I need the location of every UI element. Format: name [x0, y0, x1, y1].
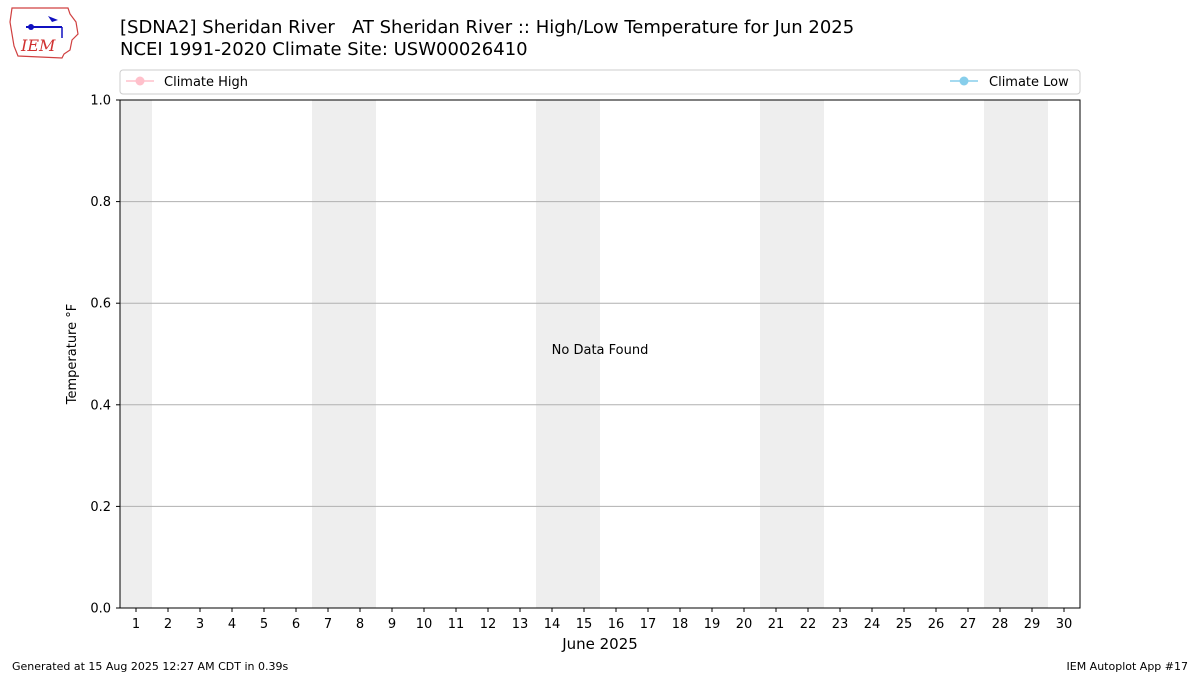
- iem-logo: IEM: [9, 7, 79, 59]
- generated-timestamp: Generated at 15 Aug 2025 12:27 AM CDT in…: [12, 660, 289, 673]
- x-tick-label: 29: [1024, 617, 1041, 632]
- x-tick-label: 19: [704, 617, 721, 632]
- x-tick-label: 26: [928, 617, 945, 632]
- y-tick-label: 0.4: [90, 398, 111, 413]
- x-tick-label: 14: [544, 617, 561, 632]
- x-tick-label: 6: [292, 617, 300, 632]
- chart-title-line2: NCEI 1991-2020 Climate Site: USW00026410: [120, 39, 528, 60]
- wind-flag-icon: [48, 16, 58, 22]
- legend-high-label: Climate High: [164, 75, 248, 90]
- y-tick-label: 0.6: [90, 297, 111, 312]
- y-tick-label: 0.8: [90, 195, 111, 210]
- app-credit: IEM Autoplot App #17: [1066, 660, 1189, 673]
- x-tick-label: 10: [416, 617, 433, 632]
- plot-frame: [119, 99, 1081, 609]
- x-tick-label: 30: [1056, 617, 1073, 632]
- x-tick-label: 20: [736, 617, 753, 632]
- x-tick-label: 23: [832, 617, 849, 632]
- y-tick-label: 1.0: [90, 94, 111, 109]
- weekend-band-28: [984, 100, 1016, 608]
- legend-low-label: Climate Low: [989, 75, 1069, 90]
- x-axis-label: June 2025: [561, 635, 638, 653]
- x-tick-label: 3: [196, 617, 204, 632]
- x-tick-label: 7: [324, 617, 332, 632]
- weekend-band-22: [792, 100, 824, 608]
- weekend-band-21: [760, 100, 792, 608]
- x-tick-label: 8: [356, 617, 364, 632]
- x-tick-label: 28: [992, 617, 1009, 632]
- x-tick-label: 12: [480, 617, 497, 632]
- x-tick-label: 16: [608, 617, 625, 632]
- x-tick-label: 21: [768, 617, 785, 632]
- x-tick-label: 2: [164, 617, 172, 632]
- legend-box: [119, 69, 1081, 95]
- weekend-band-14: [536, 100, 568, 608]
- x-tick-label: 5: [260, 617, 268, 632]
- y-tick-label: 0.0: [90, 602, 111, 617]
- weekend-band-15: [568, 100, 600, 608]
- x-tick-label: 9: [388, 617, 396, 632]
- legend-high-marker: [135, 76, 145, 86]
- weekend-band-7: [312, 100, 344, 608]
- x-tick-label: 15: [576, 617, 593, 632]
- y-axis-label: Temperature °F: [65, 304, 80, 405]
- x-tick-label: 4: [228, 617, 236, 632]
- x-tick-label: 11: [448, 617, 465, 632]
- chart-title-line1: [SDNA2] Sheridan River AT Sheridan River…: [120, 17, 855, 38]
- iem-logo-text: IEM: [20, 36, 56, 55]
- state-outline-icon: [9, 7, 79, 59]
- weekend-band-29: [1016, 100, 1048, 608]
- station-dot-icon: [28, 24, 34, 30]
- x-tick-label: 24: [864, 617, 881, 632]
- legend-low-marker: [959, 76, 969, 86]
- x-tick-label: 25: [896, 617, 913, 632]
- x-tick-label: 13: [512, 617, 529, 632]
- x-tick-label: 1: [132, 617, 140, 632]
- y-tick-label: 0.2: [90, 500, 111, 515]
- x-tick-label: 17: [640, 617, 657, 632]
- x-tick-label: 18: [672, 617, 689, 632]
- x-tick-label: 27: [960, 617, 977, 632]
- weekend-band-8: [344, 100, 376, 608]
- no-data-annotation: No Data Found: [552, 343, 649, 358]
- weekend-band-1: [120, 100, 152, 608]
- x-tick-label: 22: [800, 617, 817, 632]
